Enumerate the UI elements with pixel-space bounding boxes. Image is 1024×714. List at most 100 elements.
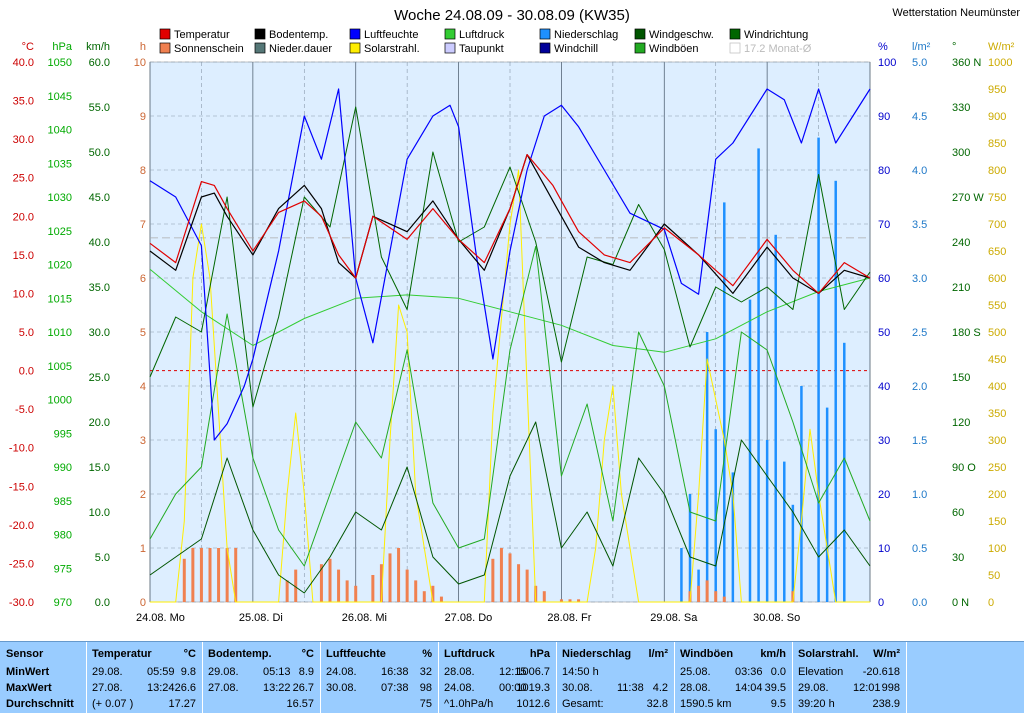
legend-label: Solarstrahl. — [364, 43, 420, 55]
sunshine-bar — [371, 575, 375, 602]
sunshine-bar — [431, 585, 435, 602]
stats-row: ^1.0hPa/h 1012.6 — [444, 698, 550, 714]
precipitation-bar — [757, 148, 760, 602]
sun-tick-label: 5 — [140, 327, 146, 339]
legend-label: Luftdruck — [459, 29, 505, 41]
legend: Temperatur Bodentemp. Luftfeuchte Luftdruck… — [159, 28, 812, 55]
stats-column-title: Windböen — [680, 648, 734, 660]
precipitation-bar — [748, 299, 752, 602]
wind-tick-label: 35.0 — [89, 282, 110, 294]
dir-tick-label: 270 W — [952, 192, 984, 204]
precipitation-bar — [774, 234, 777, 603]
sunshine-bar — [208, 548, 212, 602]
stats-cell: 17.27 — [168, 698, 196, 710]
stats-column: Luftfeuchte% 24.08. 16:38 32 30.08. 07:38 98 75 — [320, 642, 439, 713]
stats-label-sensor: Sensor — [6, 648, 44, 660]
stats-cell: 12:01 — [853, 682, 881, 694]
sunshine-bar — [714, 591, 718, 602]
stats-cell: 24.08. — [326, 666, 357, 678]
temp-axis-unit: °C — [22, 41, 34, 53]
temp-tick-label: 40.0 — [13, 57, 34, 69]
sunshine-bar — [722, 596, 726, 602]
series-line-bodentemp — [149, 154, 871, 294]
solar-tick-label: 300 — [988, 435, 1006, 447]
stats-cell: 1019.3 — [516, 682, 550, 694]
stats-row: 24.08. 00:00 1019.3 — [444, 682, 550, 698]
stats-row: 29.08. 12:01 998 — [798, 682, 900, 698]
pressure-tick-label: 1010 — [48, 327, 72, 339]
legend-swatch — [159, 28, 171, 40]
series-line-luftfeuchte — [149, 88, 871, 441]
pressure-tick-label: 990 — [54, 462, 72, 474]
stats-cell: 28.08. — [680, 682, 711, 694]
sun-axis-unit: h — [140, 41, 146, 53]
stats-row: 25.08. 03:36 0.0 — [680, 666, 786, 682]
stats-column: Windböen km/h 25.08. 03:36 0.0 28.08. 14:04 39.… — [674, 642, 793, 713]
sunshine-bar — [542, 591, 546, 602]
wind-tick-label: 30.0 — [89, 327, 110, 339]
sunshine-bar — [182, 558, 186, 602]
statistics-table: Sensor MinWert MaxWert Durchschnitt Temp… — [0, 641, 1024, 713]
pressure-tick-label: 995 — [54, 428, 72, 440]
stats-row: 28.08. 12:15 1006.7 — [444, 666, 550, 682]
legend-swatch — [444, 28, 456, 40]
pressure-tick-label: 985 — [54, 496, 72, 508]
stats-cell: 05:13 — [263, 666, 291, 678]
legend-label: Windrichtung — [744, 29, 808, 41]
legend-swatch — [254, 28, 266, 40]
rain-tick-label: 5.0 — [912, 57, 927, 69]
stats-cell: ^1.0hPa/h — [444, 698, 494, 710]
stats-cell: 29.08. — [92, 666, 123, 678]
precipitation-bar — [714, 429, 717, 602]
wind-tick-label: 50.0 — [89, 147, 110, 159]
sunshine-bar — [354, 585, 358, 602]
rain-tick-label: 0.0 — [912, 597, 927, 609]
pressure-tick-label: 1030 — [48, 192, 72, 204]
solar-tick-label: 250 — [988, 462, 1006, 474]
sunshine-bar — [379, 564, 383, 602]
stats-row: 27.08. 13:24 26.6 — [92, 682, 196, 698]
stats-cell: 39.5 — [764, 682, 786, 694]
legend-label: Bodentemp. — [269, 29, 328, 41]
sunshine-bar — [697, 585, 701, 602]
dir-tick-label: 90 O — [952, 462, 976, 474]
humidity-tick-label: 0 — [878, 597, 884, 609]
solar-tick-label: 900 — [988, 111, 1006, 123]
solar-tick-label: 50 — [988, 570, 1000, 582]
sun-tick-label: 7 — [140, 219, 146, 231]
sunshine-bar — [517, 564, 521, 602]
legend-label: Windgeschw. — [649, 29, 714, 41]
dir-tick-label: 60 — [952, 507, 964, 519]
sun-tick-label: 2 — [140, 489, 146, 501]
humidity-tick-label: 30 — [878, 435, 890, 447]
solar-tick-label: 100 — [988, 543, 1006, 555]
stats-cell: -20.618 — [862, 666, 900, 678]
legend-swatch — [539, 42, 551, 54]
stats-cell: 29.08. — [798, 682, 829, 694]
stats-cell: 1012.6 — [516, 698, 550, 710]
stats-cell: 8.9 — [298, 666, 314, 678]
sunshine-bar — [414, 580, 418, 602]
stats-cell: 16:38 — [381, 666, 409, 678]
temp-tick-label: 5.0 — [19, 327, 34, 339]
stats-column-title: Niederschlag — [562, 648, 632, 660]
rain-tick-label: 1.5 — [912, 435, 927, 447]
humidity-tick-label: 60 — [878, 273, 890, 285]
solar-tick-label: 950 — [988, 84, 1006, 96]
legend-label: Niederschlag — [554, 29, 618, 41]
stats-row: 75 — [326, 698, 432, 714]
day-tick-label: 26.08. Mi — [342, 612, 387, 624]
wind-tick-label: 0.0 — [95, 597, 110, 609]
series-line-windrichtung — [149, 106, 871, 408]
sunshine-bar — [337, 569, 341, 602]
stats-cell: 28.08. — [444, 666, 475, 678]
stats-cell: 13:22 — [263, 682, 291, 694]
precipitation-bar — [800, 386, 803, 602]
sunshine-bar — [422, 591, 426, 602]
dir-tick-label: 330 — [952, 102, 970, 114]
stats-cell: 03:36 — [735, 666, 763, 678]
sunshine-bar — [577, 599, 581, 602]
stats-cell: 39:20 h — [798, 698, 835, 710]
wind-tick-label: 15.0 — [89, 462, 110, 474]
rain-tick-label: 0.5 — [912, 543, 927, 555]
